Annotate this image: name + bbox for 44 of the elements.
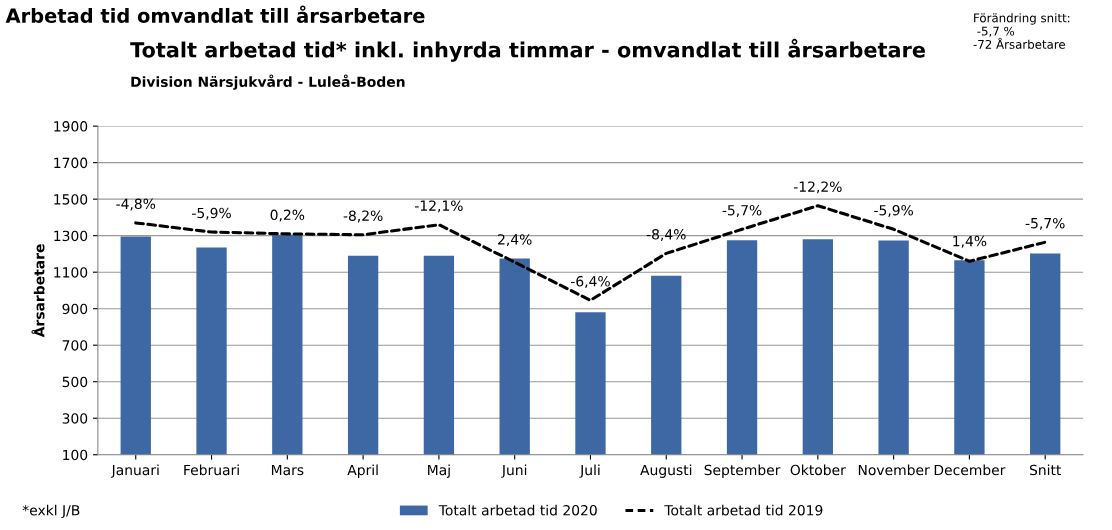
x-tick-label: November — [858, 464, 930, 476]
annotation: -8,2% — [343, 210, 383, 223]
x-tick-label: Januari — [110, 464, 159, 478]
y-tick-label: 1300 — [54, 230, 88, 242]
y-tick-label: 1900 — [54, 121, 88, 132]
annotation: -5,9% — [874, 204, 913, 217]
y-axis-title: Årsarbetare — [31, 244, 45, 338]
annotation: -5,9% — [192, 207, 231, 220]
chart-title: Totalt arbetad tid* inkl. inhyrda timmar - omvandlat till årsarbetare — [130, 38, 925, 62]
x-tick-label: September — [704, 464, 781, 478]
text: Arbetad tid omvandlat till årsarbetare — [5, 5, 425, 23]
annotation: 0,2% — [270, 209, 305, 222]
y-tick-label: 700 — [62, 340, 88, 351]
annotation: -5,7% — [722, 204, 762, 217]
legend-label: Totalt arbetad tid 2020 — [438, 504, 597, 516]
y-tick-label: 1100 — [54, 267, 88, 278]
annotation: -12,2% — [793, 181, 842, 194]
annotation: -4,8% — [116, 198, 156, 211]
annotation: -12,1% — [415, 200, 463, 213]
y-tick-label: 500 — [62, 376, 88, 388]
x-tick-label: Juni — [501, 464, 527, 478]
annotation: 1,4% — [953, 235, 987, 248]
chart-subtitle: Division Närsjukvård - Luleå-Boden — [131, 74, 405, 90]
x-tick-label: Februari — [184, 464, 239, 476]
x-tick-label: December — [934, 464, 1006, 476]
x-tick-label: Oktober — [790, 464, 846, 476]
x-tick-label: Maj — [428, 464, 450, 478]
x-tick-label: Mars — [271, 464, 304, 476]
text: *exkl J/B — [22, 504, 80, 519]
annotation: -5,7% — [1025, 217, 1065, 230]
annotation: 2,4% — [498, 234, 532, 247]
x-tick-label: April — [347, 464, 378, 478]
y-tick-label: 300 — [62, 413, 88, 424]
x-tick-label: Augusti — [640, 464, 692, 478]
legend-label: Totalt arbetad tid 2019 — [664, 504, 823, 516]
text: Förändring snitt: -5,7 % -72 Årsarbetare — [973, 13, 1070, 49]
x-tick-label: Snitt — [1029, 464, 1062, 476]
annotation: -8,4% — [646, 229, 686, 241]
annotation: -6,4% — [571, 275, 610, 288]
y-tick-label: 100 — [63, 449, 88, 461]
y-tick-label: 1700 — [54, 157, 88, 169]
y-tick-label: 1500 — [54, 194, 88, 205]
y-tick-label: 900 — [62, 303, 88, 315]
x-tick-label: Juli — [579, 464, 600, 478]
